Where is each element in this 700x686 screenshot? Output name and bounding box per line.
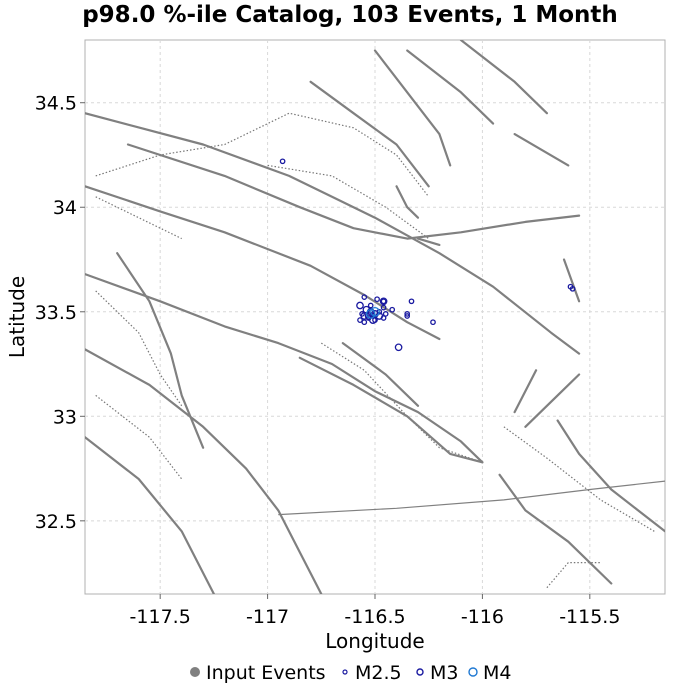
event-markers: [279, 158, 576, 352]
fault-line: [406, 49, 495, 125]
fault-line: [341, 342, 420, 407]
fault-line: [85, 348, 323, 594]
y-tick-label: 33.5: [35, 302, 77, 324]
x-axis: -117.5 -117 -116.5 -116 -115.5: [130, 594, 620, 628]
y-tick-label: 34.5: [35, 93, 77, 115]
event-marker-m2-5: [380, 298, 387, 305]
event-marker-m2-5: [389, 306, 396, 313]
fault-line: [395, 185, 420, 219]
event-marker-m2-5: [367, 302, 374, 309]
y-tick-label: 32.5: [35, 511, 77, 533]
legend-label-m2-5: M2.5: [355, 662, 402, 684]
event-marker-m2-5: [404, 311, 411, 317]
x-tick-label: -116: [461, 606, 504, 628]
fault-line: [373, 49, 452, 167]
legend-label-m4: M4: [483, 662, 511, 684]
event-marker-m2-5: [380, 304, 387, 311]
y-tick-label: 34: [53, 197, 77, 219]
legend-marker-m3: [416, 668, 424, 676]
fault-line: [85, 112, 581, 355]
fault-line: [309, 80, 430, 188]
fault-line: [278, 480, 665, 516]
x-tick-label: -116.5: [344, 606, 405, 628]
event-marker-m2-5: [408, 298, 415, 305]
fault-line: [298, 356, 484, 464]
event-marker-m3: [356, 301, 364, 310]
event-marker-m2-5: [382, 311, 389, 317]
fault-line: [116, 252, 205, 449]
x-tick-label: -117: [246, 606, 289, 628]
event-marker-m2-5: [359, 311, 365, 317]
event-marker-m2-5: [569, 285, 576, 292]
fault-line: [85, 436, 215, 594]
legend-marker-input-events: [190, 667, 200, 677]
fault-line: [513, 369, 538, 414]
event-marker-m3: [364, 312, 373, 320]
plot-area: [84, 39, 666, 595]
legend-marker-m4: [468, 667, 478, 677]
fault-line: [562, 258, 581, 303]
fault-line-dotted: [546, 561, 601, 589]
legend: Input Events M2.5 M3 M4: [190, 662, 511, 684]
y-axis: 32.5 33 33.5 34 34.5: [35, 93, 85, 533]
fault-line: [85, 185, 441, 341]
x-tick-label: -117.5: [130, 606, 191, 628]
event-marker-m2-5: [430, 319, 436, 326]
fault-line-dotted: [267, 164, 430, 240]
legend-label-input-events: Input Events: [206, 662, 326, 684]
x-axis-label: Longitude: [325, 629, 424, 653]
y-axis-label: Latitude: [5, 276, 29, 358]
y-tick-label: 33: [53, 406, 77, 428]
event-marker-m2-5: [361, 319, 368, 326]
fault-line: [498, 473, 613, 585]
event-marker-m3: [379, 297, 388, 306]
event-marker-m3: [394, 343, 403, 352]
legend-marker-m2-5: [342, 669, 348, 675]
event-marker-m2-5: [404, 313, 411, 319]
fault-line: [556, 419, 665, 533]
event-marker-m4: [370, 306, 380, 317]
fault-lines: [85, 40, 665, 594]
event-marker-m3: [369, 316, 377, 324]
legend-label-m3: M3: [430, 662, 458, 684]
event-marker-m2-5: [357, 317, 363, 323]
fault-line: [416, 237, 441, 246]
event-marker-m2-5: [279, 158, 286, 165]
fault-line: [85, 273, 484, 464]
fault-line: [126, 143, 581, 240]
fault-line: [459, 40, 549, 115]
x-tick-label: -115.5: [559, 606, 620, 628]
fault-line: [513, 133, 570, 167]
chart-title: p98.0 %-ile Catalog, 103 Events, 1 Month: [82, 2, 618, 28]
event-marker-m2-5: [361, 294, 368, 300]
fault-line: [524, 373, 581, 428]
event-marker-m2-5: [374, 296, 380, 303]
